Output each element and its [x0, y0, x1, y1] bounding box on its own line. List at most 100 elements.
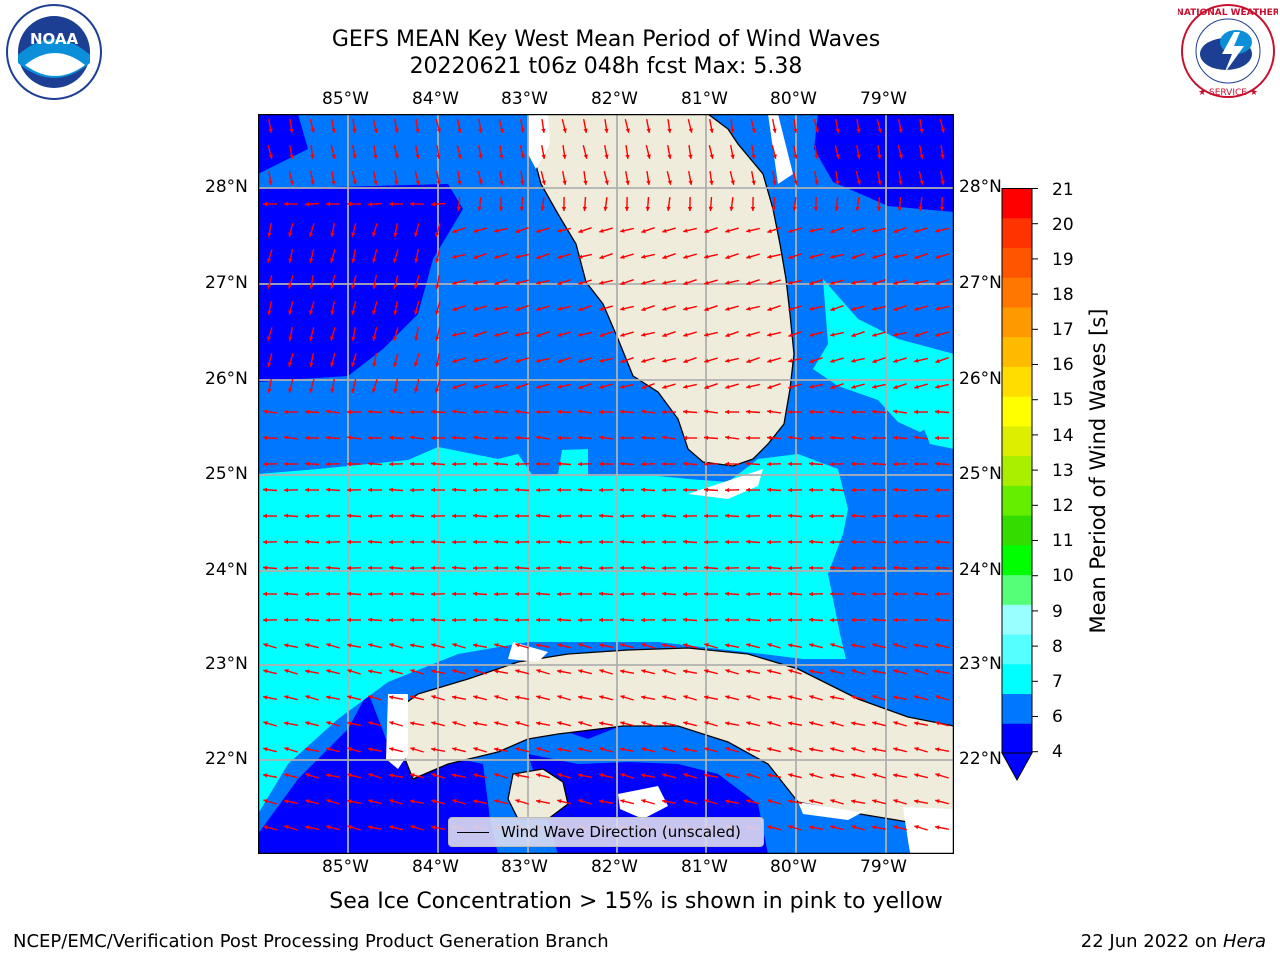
wind-wave-arrow-head [830, 461, 835, 467]
wind-wave-arrow-head [414, 258, 419, 263]
wind-wave-arrow-head [452, 617, 457, 623]
wind-wave-arrow-head [662, 669, 667, 674]
wind-wave-arrow-head [914, 435, 919, 440]
wind-wave-arrow-head [620, 461, 625, 466]
wind-wave-arrow-head [578, 773, 583, 778]
wind-wave-arrow-head [767, 409, 772, 414]
wind-wave-arrow-head [830, 825, 835, 830]
wind-wave-arrow-head [326, 643, 331, 648]
wind-wave-arrow-head [683, 773, 688, 778]
wind-wave-arrow-head [599, 228, 604, 233]
wind-wave-arrow-head [288, 284, 293, 289]
map-plot [257, 113, 955, 855]
wind-wave-arrow-head [599, 539, 603, 545]
wind-wave-arrow-head [872, 617, 877, 622]
wind-wave-arrow-head [435, 258, 440, 263]
wind-wave-arrow-head [583, 128, 588, 133]
wind-wave-arrow-head [620, 228, 625, 233]
wind-wave-arrow-head [515, 280, 520, 285]
wind-wave-arrow-head [562, 154, 567, 159]
wind-wave-arrow-head [263, 591, 267, 597]
wind-wave-arrow-head [771, 206, 776, 211]
wind-wave-arrow-head [347, 409, 351, 415]
wind-wave-arrow-head [536, 306, 541, 311]
wind-wave-arrow-head [809, 384, 814, 389]
wind-wave-arrow-head [452, 332, 457, 337]
wind-wave-arrow-head [393, 258, 398, 263]
wind-wave-arrow-head [431, 461, 436, 466]
wind-wave-arrow-head [351, 362, 356, 367]
wind-wave-arrow-head [767, 358, 772, 363]
svg-text:★ SERVICE ★: ★ SERVICE ★ [1198, 88, 1258, 98]
colorbar-segment [1002, 515, 1032, 546]
colorbar [1000, 188, 1040, 788]
wind-wave-arrow-head [809, 228, 814, 233]
wind-wave-arrow-head [645, 206, 650, 211]
wind-wave-arrow-head [389, 617, 394, 623]
wind-wave-arrow-head [494, 799, 499, 804]
wind-wave-arrow-head [704, 435, 709, 440]
wind-wave-arrow-head [767, 773, 772, 778]
wind-wave-arrow-head [288, 336, 293, 341]
wind-wave-arrow-head [620, 332, 625, 337]
wind-wave-arrow-head [851, 617, 855, 623]
lat-label-left: 27°N [205, 273, 248, 293]
colorbar-segment [1002, 455, 1032, 486]
colorbar-segment [1002, 188, 1032, 219]
wind-wave-arrow-head [536, 435, 541, 440]
wind-wave-arrow-head [914, 747, 919, 752]
wind-wave-arrow-head [473, 487, 478, 493]
wind-wave-arrow-head [351, 336, 356, 341]
wind-wave-arrow-head [368, 799, 373, 804]
lon-label-bottom: 85°W [322, 857, 369, 877]
wind-wave-arrow-head [452, 669, 457, 674]
wind-wave-arrow-head [414, 284, 419, 289]
wind-wave-arrow-head [410, 591, 415, 596]
wind-wave-arrow-head [746, 487, 750, 493]
wind-wave-arrow-head [751, 154, 756, 159]
wind-wave-arrow-head [393, 310, 398, 315]
wind-wave-arrow-head [267, 232, 272, 237]
wind-wave-arrow-head [620, 487, 624, 493]
wind-wave-arrow-head [599, 669, 604, 674]
wind-wave-arrow-head [683, 539, 688, 544]
wind-wave-arrow-head [914, 669, 919, 674]
wind-wave-arrow-head [347, 695, 352, 700]
wind-wave-arrow-head [347, 435, 352, 440]
lat-label-left: 23°N [205, 654, 248, 674]
wind-wave-arrow-head [457, 128, 462, 133]
wind-wave-arrow-head [935, 721, 940, 726]
wind-wave-arrow-head [288, 258, 293, 263]
lat-label-right: 27°N [959, 273, 1002, 293]
wind-wave-arrow-head [604, 154, 609, 159]
wind-wave-arrow-head [788, 799, 793, 804]
wind-wave-arrow-head [809, 461, 814, 466]
wind-wave-arrow-head [372, 284, 377, 289]
wind-wave-arrow-head [368, 487, 372, 493]
wind-wave-arrow-head [704, 799, 709, 804]
wind-wave-arrow-head [368, 747, 373, 752]
wind-wave-arrow-head [310, 154, 315, 159]
wind-wave-arrow-head [767, 565, 772, 570]
wind-wave-arrow-head [834, 206, 839, 211]
lat-label-right: 26°N [959, 369, 1002, 389]
wind-wave-arrow-head [830, 773, 835, 778]
wind-wave-arrow-head [519, 206, 524, 211]
wind-wave-arrow-head [389, 513, 393, 519]
wind-wave-arrow-head [872, 825, 877, 830]
wind-wave-arrow-head [393, 284, 398, 289]
wind-wave-arrow-head [725, 539, 729, 545]
wind-wave-arrow-head [284, 825, 289, 830]
wind-wave-arrow-head [263, 461, 268, 467]
wind-wave-arrow-head [536, 487, 541, 493]
colorbar-segment [1002, 485, 1032, 516]
wind-wave-arrow-head [372, 336, 377, 341]
wind-wave-arrow-head [641, 306, 646, 312]
wind-wave-arrow-head [704, 695, 709, 700]
wind-wave-arrow-head [620, 747, 625, 752]
wind-wave-arrow-head [599, 721, 604, 726]
wind-wave-arrow-head [436, 180, 441, 185]
wind-wave-arrow-head [767, 254, 772, 259]
wind-wave-arrow-head [809, 358, 814, 364]
wind-wave-arrow-head [389, 461, 394, 467]
